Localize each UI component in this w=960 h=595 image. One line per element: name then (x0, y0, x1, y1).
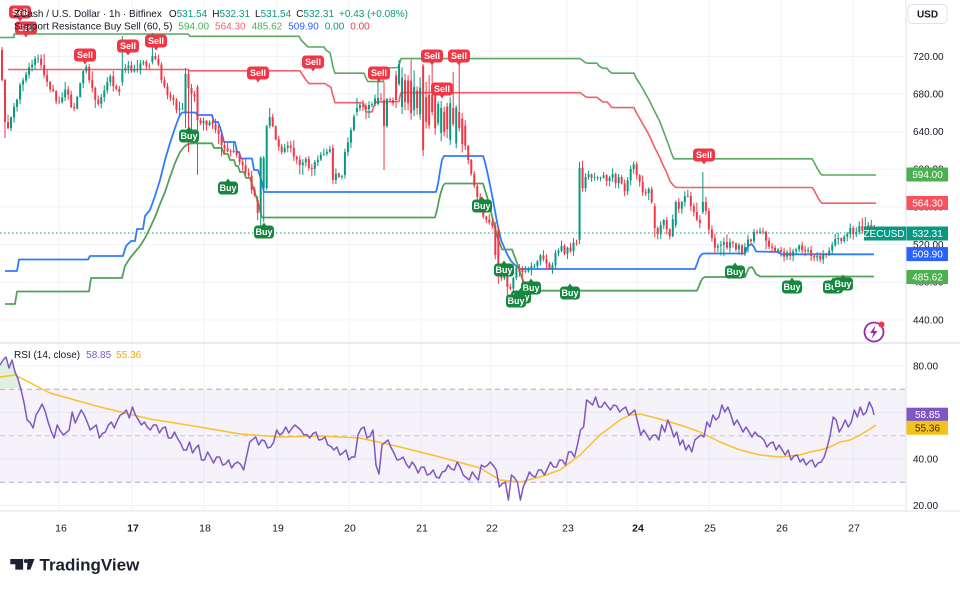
svg-text:27: 27 (848, 523, 860, 535)
svg-text:Sell: Sell (120, 41, 136, 51)
svg-text:Sell: Sell (451, 51, 467, 61)
svg-text:19: 19 (272, 523, 284, 535)
svg-text:80.00: 80.00 (913, 361, 938, 372)
svg-text:Buy: Buy (522, 283, 539, 293)
svg-text:594.00: 594.00 (912, 170, 943, 181)
svg-text:485.62: 485.62 (912, 273, 943, 284)
svg-text:16: 16 (55, 523, 67, 535)
svg-text:532.31: 532.31 (912, 229, 943, 240)
svg-text:17: 17 (127, 523, 139, 535)
svg-text:Buy: Buy (495, 265, 512, 275)
svg-text:Sell: Sell (148, 36, 164, 46)
svg-text:Sell: Sell (424, 51, 440, 61)
svg-text:Buy: Buy (219, 183, 236, 193)
svg-text:640.00: 640.00 (913, 127, 944, 138)
svg-text:520.00: 520.00 (913, 240, 944, 251)
svg-text:20.00: 20.00 (913, 501, 938, 512)
svg-text:26: 26 (776, 523, 788, 535)
svg-text:Buy: Buy (726, 267, 743, 277)
svg-text:21: 21 (416, 523, 428, 535)
svg-text:23: 23 (562, 523, 574, 535)
svg-text:564.30: 564.30 (912, 199, 943, 210)
svg-text:20: 20 (344, 523, 356, 535)
svg-text:55.36: 55.36 (915, 423, 940, 434)
svg-text:680.00: 680.00 (913, 89, 944, 100)
svg-text:Sell: Sell (434, 84, 450, 94)
svg-text:Sell: Sell (371, 68, 387, 78)
svg-text:Buy: Buy (180, 131, 197, 141)
svg-text:509.90: 509.90 (912, 250, 943, 261)
svg-text:Buy: Buy (561, 288, 578, 298)
svg-text:ZECUSD: ZECUSD (863, 229, 904, 240)
svg-text:Buy: Buy (255, 227, 272, 237)
svg-text:TradingView: TradingView (40, 555, 141, 574)
svg-text:40.00: 40.00 (913, 454, 938, 465)
svg-text:Buy: Buy (473, 201, 490, 211)
svg-text:Buy: Buy (507, 296, 524, 306)
svg-text:24: 24 (632, 523, 644, 535)
svg-text:22: 22 (486, 523, 498, 535)
svg-text:Sell: Sell (18, 23, 34, 33)
svg-text:440.00: 440.00 (913, 315, 944, 326)
svg-text:Sell: Sell (696, 150, 712, 160)
svg-text:Sell: Sell (77, 50, 93, 60)
svg-text:Sell: Sell (250, 68, 266, 78)
svg-text:Sell: Sell (305, 57, 321, 67)
svg-text:Sell: Sell (12, 7, 28, 17)
svg-text:18: 18 (199, 523, 211, 535)
svg-text:Buy: Buy (783, 282, 800, 292)
svg-text:Support Resistance Buy Sell (6: Support Resistance Buy Sell (60, 5) 594.0… (14, 22, 370, 33)
svg-text:Buy: Buy (834, 279, 851, 289)
svg-text:Buy: Buy (824, 282, 841, 292)
svg-text:USD: USD (917, 10, 938, 21)
svg-text:25: 25 (704, 523, 716, 535)
svg-text:720.00: 720.00 (913, 52, 944, 63)
svg-text:58.85: 58.85 (915, 410, 940, 421)
